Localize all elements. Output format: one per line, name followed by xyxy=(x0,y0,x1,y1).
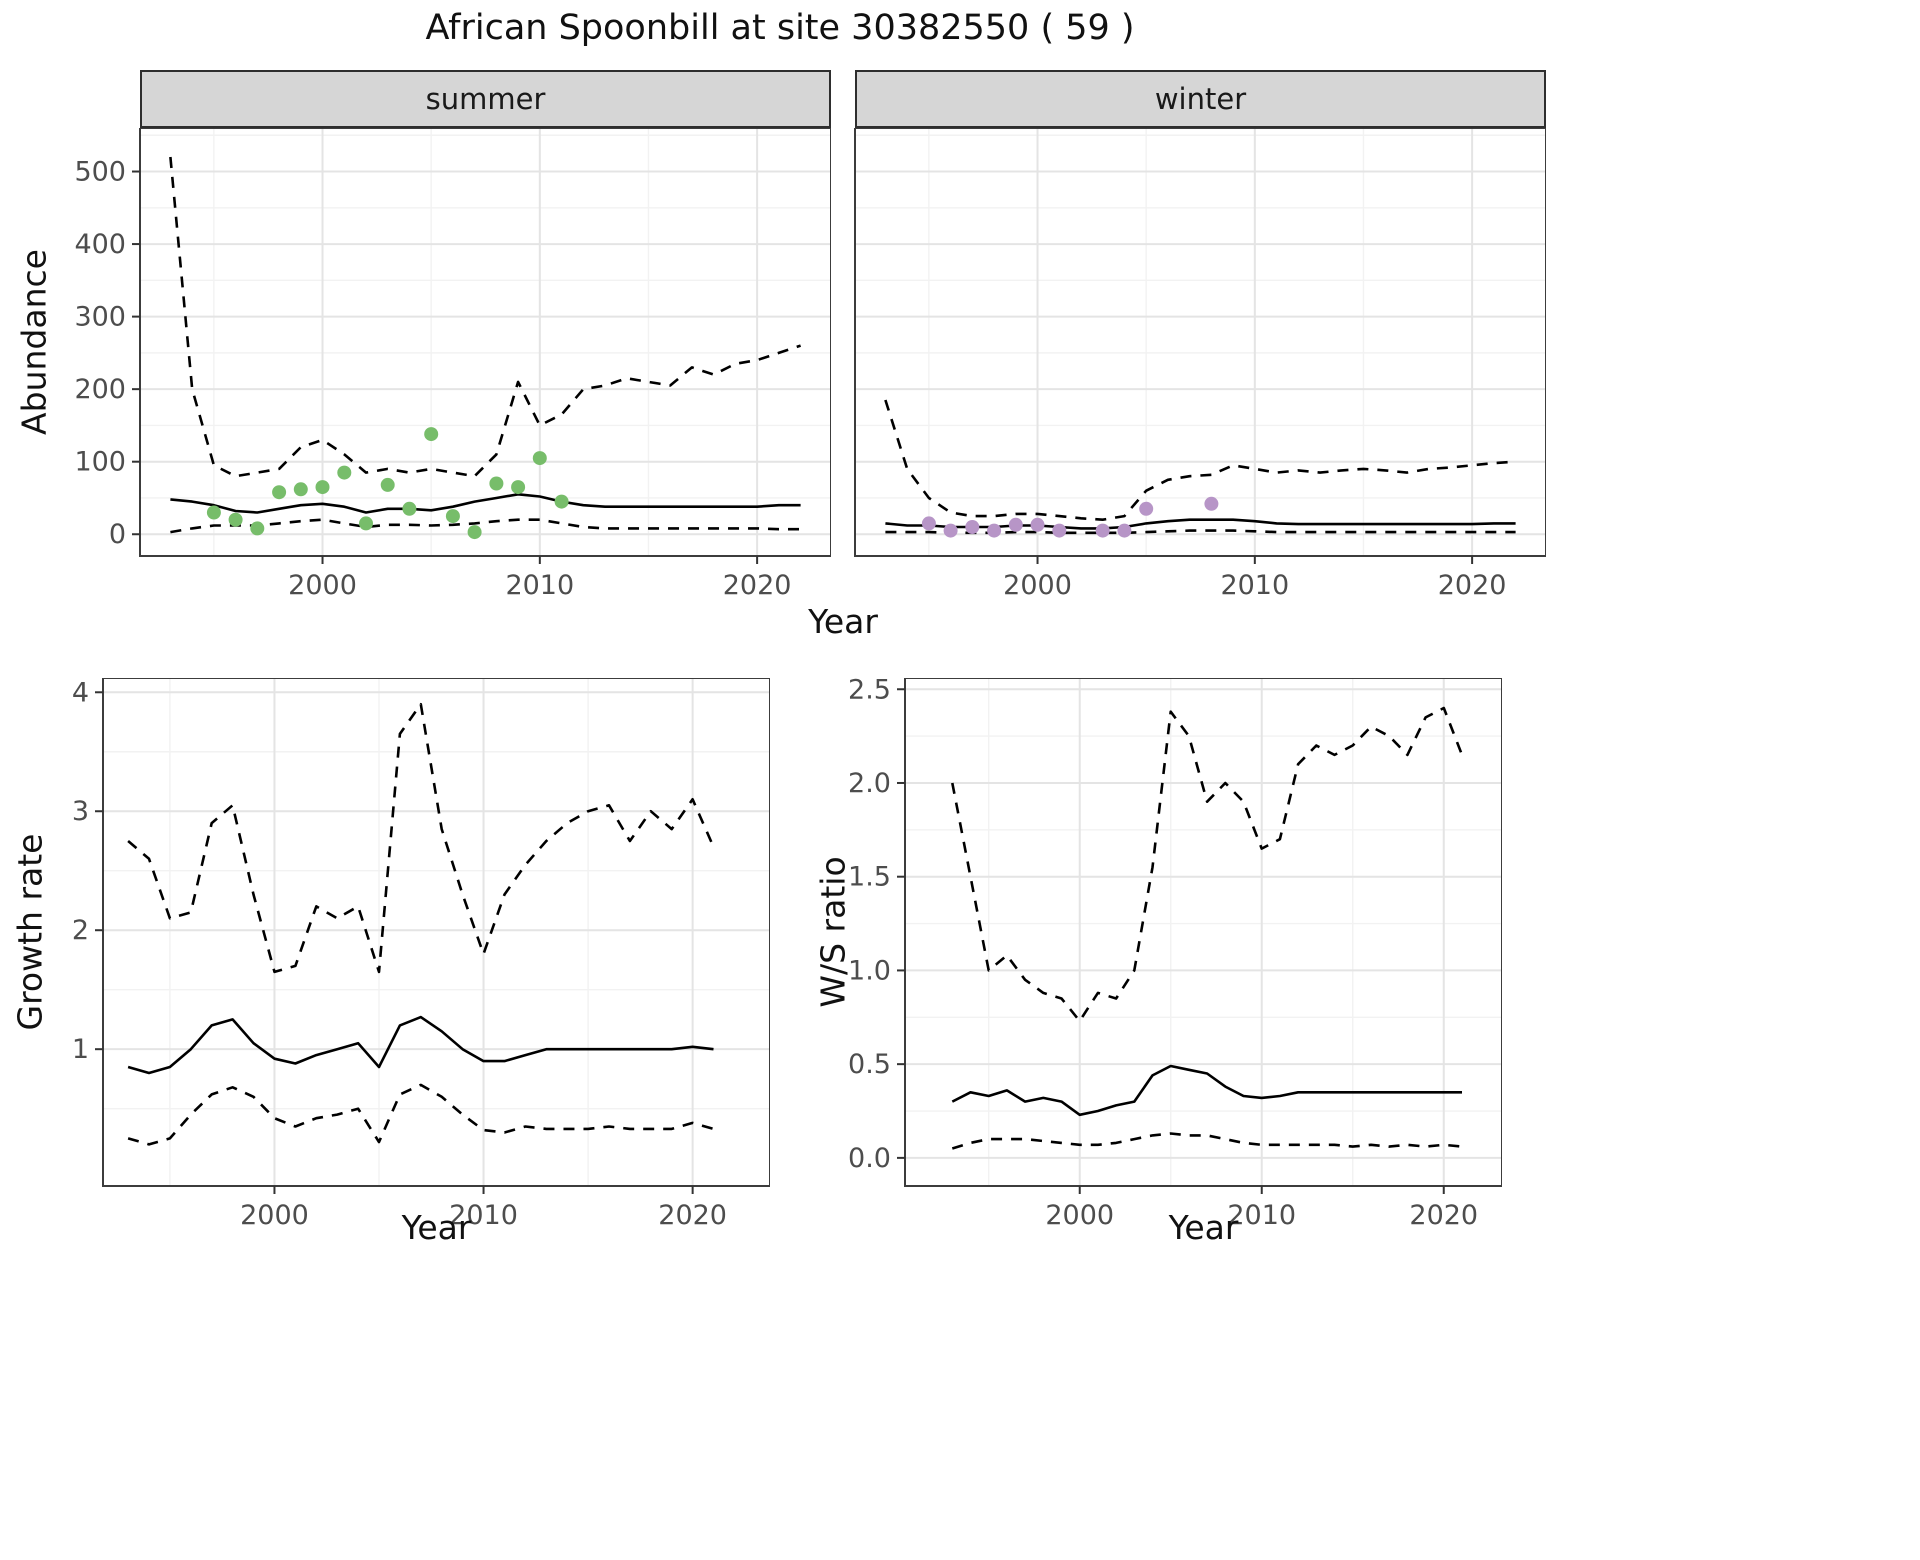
series-ci-lower xyxy=(127,1083,714,1146)
grid-major xyxy=(855,128,1546,556)
x-tick-label: 2020 xyxy=(723,570,792,601)
series-median xyxy=(170,492,801,514)
axis-ticks: 2000 2010 2020 0.0 0.5 1.0 1.5 2.0 2.5 xyxy=(848,674,1478,1231)
series-ci-upper xyxy=(951,706,1464,1023)
series-median xyxy=(951,1064,1462,1117)
x-axis-title-year-top: Year xyxy=(808,602,878,641)
y-tick-label: 100 xyxy=(74,447,126,478)
grid-minor xyxy=(140,128,831,556)
y-tick-label: 200 xyxy=(74,374,126,405)
y-tick-label: 3 xyxy=(72,796,89,827)
y-tick-label: 0.0 xyxy=(848,1143,891,1174)
chart-abundance-summer: 2000 2010 2020 0 100 200 300 400 500 xyxy=(70,127,832,606)
x-tick-label: 2020 xyxy=(1438,570,1507,601)
abundance-winter-plot: 2000 2010 2020 xyxy=(854,127,1547,601)
plot-title: African Spoonbill at site 30382550 ( 59 … xyxy=(425,8,1135,48)
y-tick-label: 2.5 xyxy=(848,678,891,705)
observed-counts-winter xyxy=(921,496,1219,538)
y-tick-label: 300 xyxy=(74,302,126,333)
x-tick-label: 2000 xyxy=(240,1200,309,1231)
y-axis-title-abundance: Abundance xyxy=(14,249,54,435)
x-axis-title-year-growth: Year xyxy=(401,1208,472,1247)
y-tick-label: 400 xyxy=(74,229,126,260)
panel-background xyxy=(103,678,770,1186)
axis-ticks: 2000 2010 2020 0 100 200 300 400 500 xyxy=(74,157,791,601)
y-tick-label: 2 xyxy=(72,915,89,946)
axis-ticks: 2000 2010 2020 1 2 3 4 xyxy=(72,677,727,1231)
x-tick-label: 2020 xyxy=(1409,1200,1478,1231)
facet-strip-winter: winter xyxy=(855,70,1546,128)
y-tick-label: 1 xyxy=(72,1034,89,1065)
y-tick-label: 4 xyxy=(72,678,89,708)
x-axis-title-year-ws: Year xyxy=(1168,1208,1239,1247)
grid-minor xyxy=(855,128,1546,556)
y-tick-label: 1.5 xyxy=(848,862,891,893)
ws-ratio-plot: 2000 2010 2020 0.0 0.5 1.0 1.5 2.0 2.5 xyxy=(848,674,1503,1231)
chart-ws-ratio: 2000 2010 2020 0.0 0.5 1.0 1.5 2.0 2.5 xyxy=(835,674,1503,1236)
series-ci-lower xyxy=(170,518,801,534)
panel-background xyxy=(905,678,1502,1186)
observed-counts-summer xyxy=(206,427,569,540)
x-tick-label: 2000 xyxy=(288,570,357,601)
facet-strip-summer: summer xyxy=(140,70,831,128)
growth-rate-plot: 2000 2010 2020 1 2 3 4 xyxy=(72,677,771,1231)
abundance-summer-plot: 2000 2010 2020 0 100 200 300 400 500 xyxy=(74,127,832,601)
x-tick-label: 2000 xyxy=(1045,1200,1114,1231)
x-tick-label: 2010 xyxy=(1227,1200,1296,1231)
facet-strip-summer-label: summer xyxy=(425,82,546,116)
grid-minor xyxy=(905,678,1502,1186)
x-tick-label: 2000 xyxy=(1003,570,1072,601)
series-ci-upper xyxy=(884,399,1516,522)
series-median xyxy=(127,1015,714,1075)
x-tick-label: 2010 xyxy=(1220,570,1289,601)
chart-abundance-winter: 2000 2010 2020 xyxy=(845,127,1547,606)
x-tick-label: 2020 xyxy=(658,1200,727,1231)
facet-strip-winter-label: winter xyxy=(1154,82,1247,116)
grid-minor xyxy=(103,678,770,1186)
y-tick-label: 500 xyxy=(74,157,126,188)
series-ci-lower xyxy=(951,1132,1463,1150)
series-ci-upper xyxy=(127,702,715,974)
y-tick-label: 0 xyxy=(109,519,126,550)
y-axis-title-ws-ratio: W/S ratio xyxy=(813,856,853,1008)
grid-major xyxy=(140,128,831,556)
panel-background xyxy=(140,128,831,556)
x-tick-label: 2010 xyxy=(449,1200,518,1231)
y-axis-title-growth-rate: Growth rate xyxy=(10,833,50,1031)
y-tick-label: 2.0 xyxy=(848,768,891,799)
chart-growth-rate: 2000 2010 2020 1 2 3 4 xyxy=(35,677,771,1236)
y-tick-label: 0.5 xyxy=(848,1049,891,1080)
axis-ticks: 2000 2010 2020 xyxy=(1003,556,1506,601)
x-tick-label: 2010 xyxy=(505,570,574,601)
grid-major xyxy=(905,678,1502,1186)
panel-background xyxy=(855,128,1546,556)
y-tick-label: 1.0 xyxy=(848,955,891,986)
